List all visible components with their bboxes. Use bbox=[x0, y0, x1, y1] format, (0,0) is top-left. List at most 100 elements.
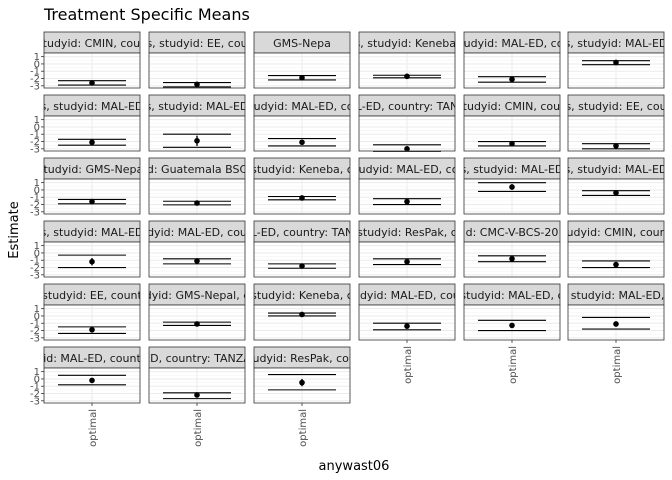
facet-border bbox=[148, 115, 246, 152]
estimate-point bbox=[404, 258, 410, 265]
y-tick-label: -2 bbox=[30, 200, 40, 211]
facet-border bbox=[463, 115, 561, 152]
facet-panel: s, studyid: EE, cou bbox=[567, 94, 665, 152]
facet-border bbox=[43, 115, 141, 152]
facet-strip-label: s, studyid: MAL-ED bbox=[565, 163, 668, 176]
facet-panel: s, studyid: MAL-ED bbox=[565, 31, 668, 89]
estimate-point bbox=[194, 258, 200, 264]
facet-strip-label: s, studyid: Keneba, bbox=[355, 37, 460, 50]
y-tick-label: 1 bbox=[34, 52, 40, 63]
estimate-point bbox=[194, 137, 200, 144]
facet-panel: s, studyid: MAL-ED bbox=[148, 94, 246, 152]
facet-panel: studyid: MAL-ED, count optimal bbox=[358, 283, 456, 384]
facet-strip-label: dyid: GMS-Nepal, c bbox=[145, 289, 250, 302]
x-tick-label: optimal bbox=[612, 346, 623, 384]
facet-panel: d: CMC-V-BCS-20 bbox=[463, 220, 561, 278]
estimate-point bbox=[89, 326, 95, 333]
facet-strip-label: studyid: MAL-ED, cou bbox=[244, 100, 361, 113]
facet-panel: s, studyid: Keneba, bbox=[355, 31, 460, 89]
estimate-point bbox=[299, 139, 305, 146]
y-tick-label: -2 bbox=[30, 74, 40, 85]
facet-strip-label: L-ED, country: TAN bbox=[251, 226, 353, 239]
estimate-point bbox=[194, 321, 200, 327]
y-tick-label: -2 bbox=[30, 389, 40, 400]
facet-panel: studyid: MAL-ED, c optimal bbox=[460, 283, 563, 384]
facet-strip-label: studyid: CMIN, coun bbox=[37, 37, 147, 50]
estimate-point bbox=[194, 81, 200, 88]
y-tick-label: -1 bbox=[30, 319, 40, 330]
y-tick-label: -2 bbox=[30, 263, 40, 274]
y-axis-title: Estimate bbox=[7, 201, 22, 258]
y-tick-label: 0 bbox=[34, 59, 40, 70]
facet-panel: studyid: GMS-Nepal 10-1-2-3 bbox=[30, 157, 147, 218]
facet-strip-label: studyid: MAL-ED, c bbox=[460, 289, 563, 302]
facet-panel: dyid: MAL-ED, cou bbox=[147, 220, 247, 278]
facet-panel: studyid: MAL-ED, cou bbox=[463, 31, 561, 89]
facet-strip-label: studyid: GMS-Nepal bbox=[38, 163, 147, 176]
facet-panel: GMS-Nepa bbox=[253, 31, 351, 89]
y-tick-label: -1 bbox=[30, 256, 40, 267]
estimate-point bbox=[89, 139, 95, 146]
facet-panel: studyid: CMIN, countr bbox=[557, 220, 672, 278]
x-tick-label: optimal bbox=[403, 346, 414, 384]
facet-panel: studyid: MAL-ED, cou bbox=[244, 94, 361, 152]
facet-strip-label: studyid: CMIN, countr bbox=[557, 226, 672, 239]
facet-strip-label: tudyid: ResPak, cou bbox=[248, 352, 356, 365]
estimate-point bbox=[194, 392, 200, 398]
facet-panel: L-ED, country: TAN bbox=[251, 220, 353, 278]
facet-strip-label: d: CMC-V-BCS-20 bbox=[466, 226, 559, 239]
facet-border bbox=[358, 52, 456, 89]
estimate-point bbox=[89, 80, 95, 86]
facet-border bbox=[43, 241, 141, 278]
y-tick-label: 1 bbox=[34, 178, 40, 189]
x-tick-label: optimal bbox=[88, 409, 99, 447]
facet-panel: dyid: GMS-Nepal, c bbox=[145, 283, 250, 341]
estimate-point bbox=[299, 311, 305, 318]
facet-strip-label: dyid: MAL-ED, cou bbox=[147, 226, 247, 239]
facet-panel: ED, country: TANZA optimal bbox=[143, 346, 251, 447]
estimate-point bbox=[404, 323, 410, 329]
facet-strip-label: studyid: Keneba, c bbox=[251, 163, 353, 176]
y-tick-label: 0 bbox=[34, 311, 40, 322]
facet-panel: s, studyid: MAL-ED, c optimal bbox=[558, 283, 672, 384]
facet-panel: studyid: CMIN, coun 10-1-2-3 bbox=[30, 31, 147, 92]
facet-border bbox=[148, 241, 246, 278]
x-tick-label: optimal bbox=[508, 346, 519, 384]
facet-strip-label: s, studyid: MAL-ED, c bbox=[558, 289, 672, 302]
estimate-point bbox=[89, 198, 95, 205]
facet-border bbox=[567, 178, 665, 215]
facet-strip-label: s, studyid: MAL-ED bbox=[565, 37, 668, 50]
estimate-point bbox=[89, 258, 95, 265]
estimate-point bbox=[613, 261, 619, 268]
y-tick-label: -1 bbox=[30, 67, 40, 78]
facet-panel: s, studyid: MAL-ED bbox=[565, 157, 668, 215]
facet-border bbox=[567, 52, 665, 89]
y-tick-label: -3 bbox=[30, 81, 40, 92]
facet-strip-label: L-ED, country: TAN bbox=[356, 100, 458, 113]
estimate-point bbox=[613, 59, 619, 66]
facet-border bbox=[567, 241, 665, 278]
y-tick-label: -2 bbox=[30, 326, 40, 337]
facet-border bbox=[148, 304, 246, 341]
facet-panel: tudyid: ResPak, cou optimal bbox=[248, 346, 356, 447]
facet-panel: studyid: CMIN, coun bbox=[463, 94, 561, 152]
facet-border bbox=[253, 52, 351, 89]
y-tick-label: 1 bbox=[34, 115, 40, 126]
x-tick-label: optimal bbox=[298, 409, 309, 447]
facet-panel: studyid: ResPak, c bbox=[358, 220, 456, 278]
y-tick-label: 0 bbox=[34, 248, 40, 259]
y-tick-label: -1 bbox=[30, 382, 40, 393]
facet-border bbox=[43, 52, 141, 89]
estimate-point bbox=[509, 184, 515, 190]
facet-strip-label: studyid: EE, count bbox=[42, 289, 142, 302]
facet-border bbox=[253, 178, 351, 215]
facet-strip-label: ED, country: TANZA bbox=[143, 352, 251, 365]
estimate-point bbox=[194, 200, 200, 206]
estimate-point bbox=[509, 76, 515, 83]
estimate-point bbox=[299, 195, 305, 201]
